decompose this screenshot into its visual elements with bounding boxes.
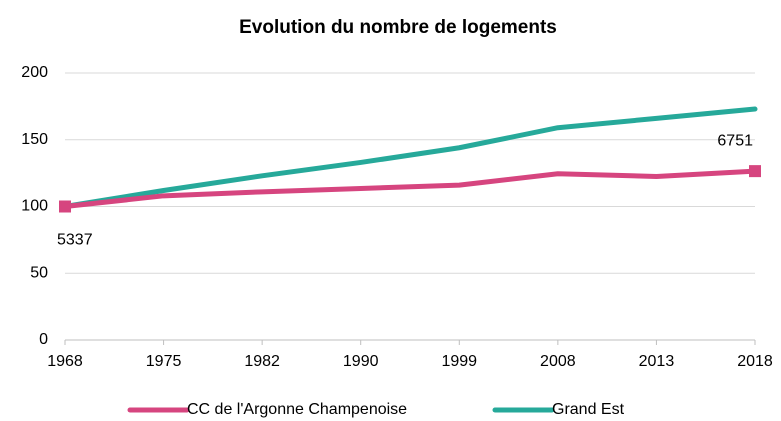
point-marker	[749, 165, 761, 178]
y-tick-label: 100	[21, 198, 48, 215]
legend-label: Grand Est	[552, 401, 625, 418]
x-tick-label: 2008	[540, 353, 576, 370]
y-tick-label: 0	[39, 331, 48, 348]
x-tick-label: 1982	[244, 353, 280, 370]
annotation: 5337	[57, 232, 93, 249]
annotation: 6751	[717, 132, 753, 149]
series-line	[62, 106, 758, 209]
y-tick-label: 200	[21, 64, 48, 81]
x-tick-label: 1990	[343, 353, 379, 370]
x-tick-label: 2018	[737, 353, 773, 370]
chart-title: Evolution du nombre de logements	[239, 17, 557, 38]
series-line	[62, 168, 758, 209]
x-tick-label: 1975	[146, 353, 182, 370]
x-tick-label: 1968	[47, 353, 83, 370]
x-tick-label: 2013	[639, 353, 675, 370]
point-marker	[59, 200, 71, 213]
y-tick-label: 50	[30, 264, 48, 281]
x-tick-label: 1999	[441, 353, 477, 370]
y-tick-label: 150	[21, 131, 48, 148]
legend-label: CC de l'Argonne Champenoise	[187, 401, 407, 418]
